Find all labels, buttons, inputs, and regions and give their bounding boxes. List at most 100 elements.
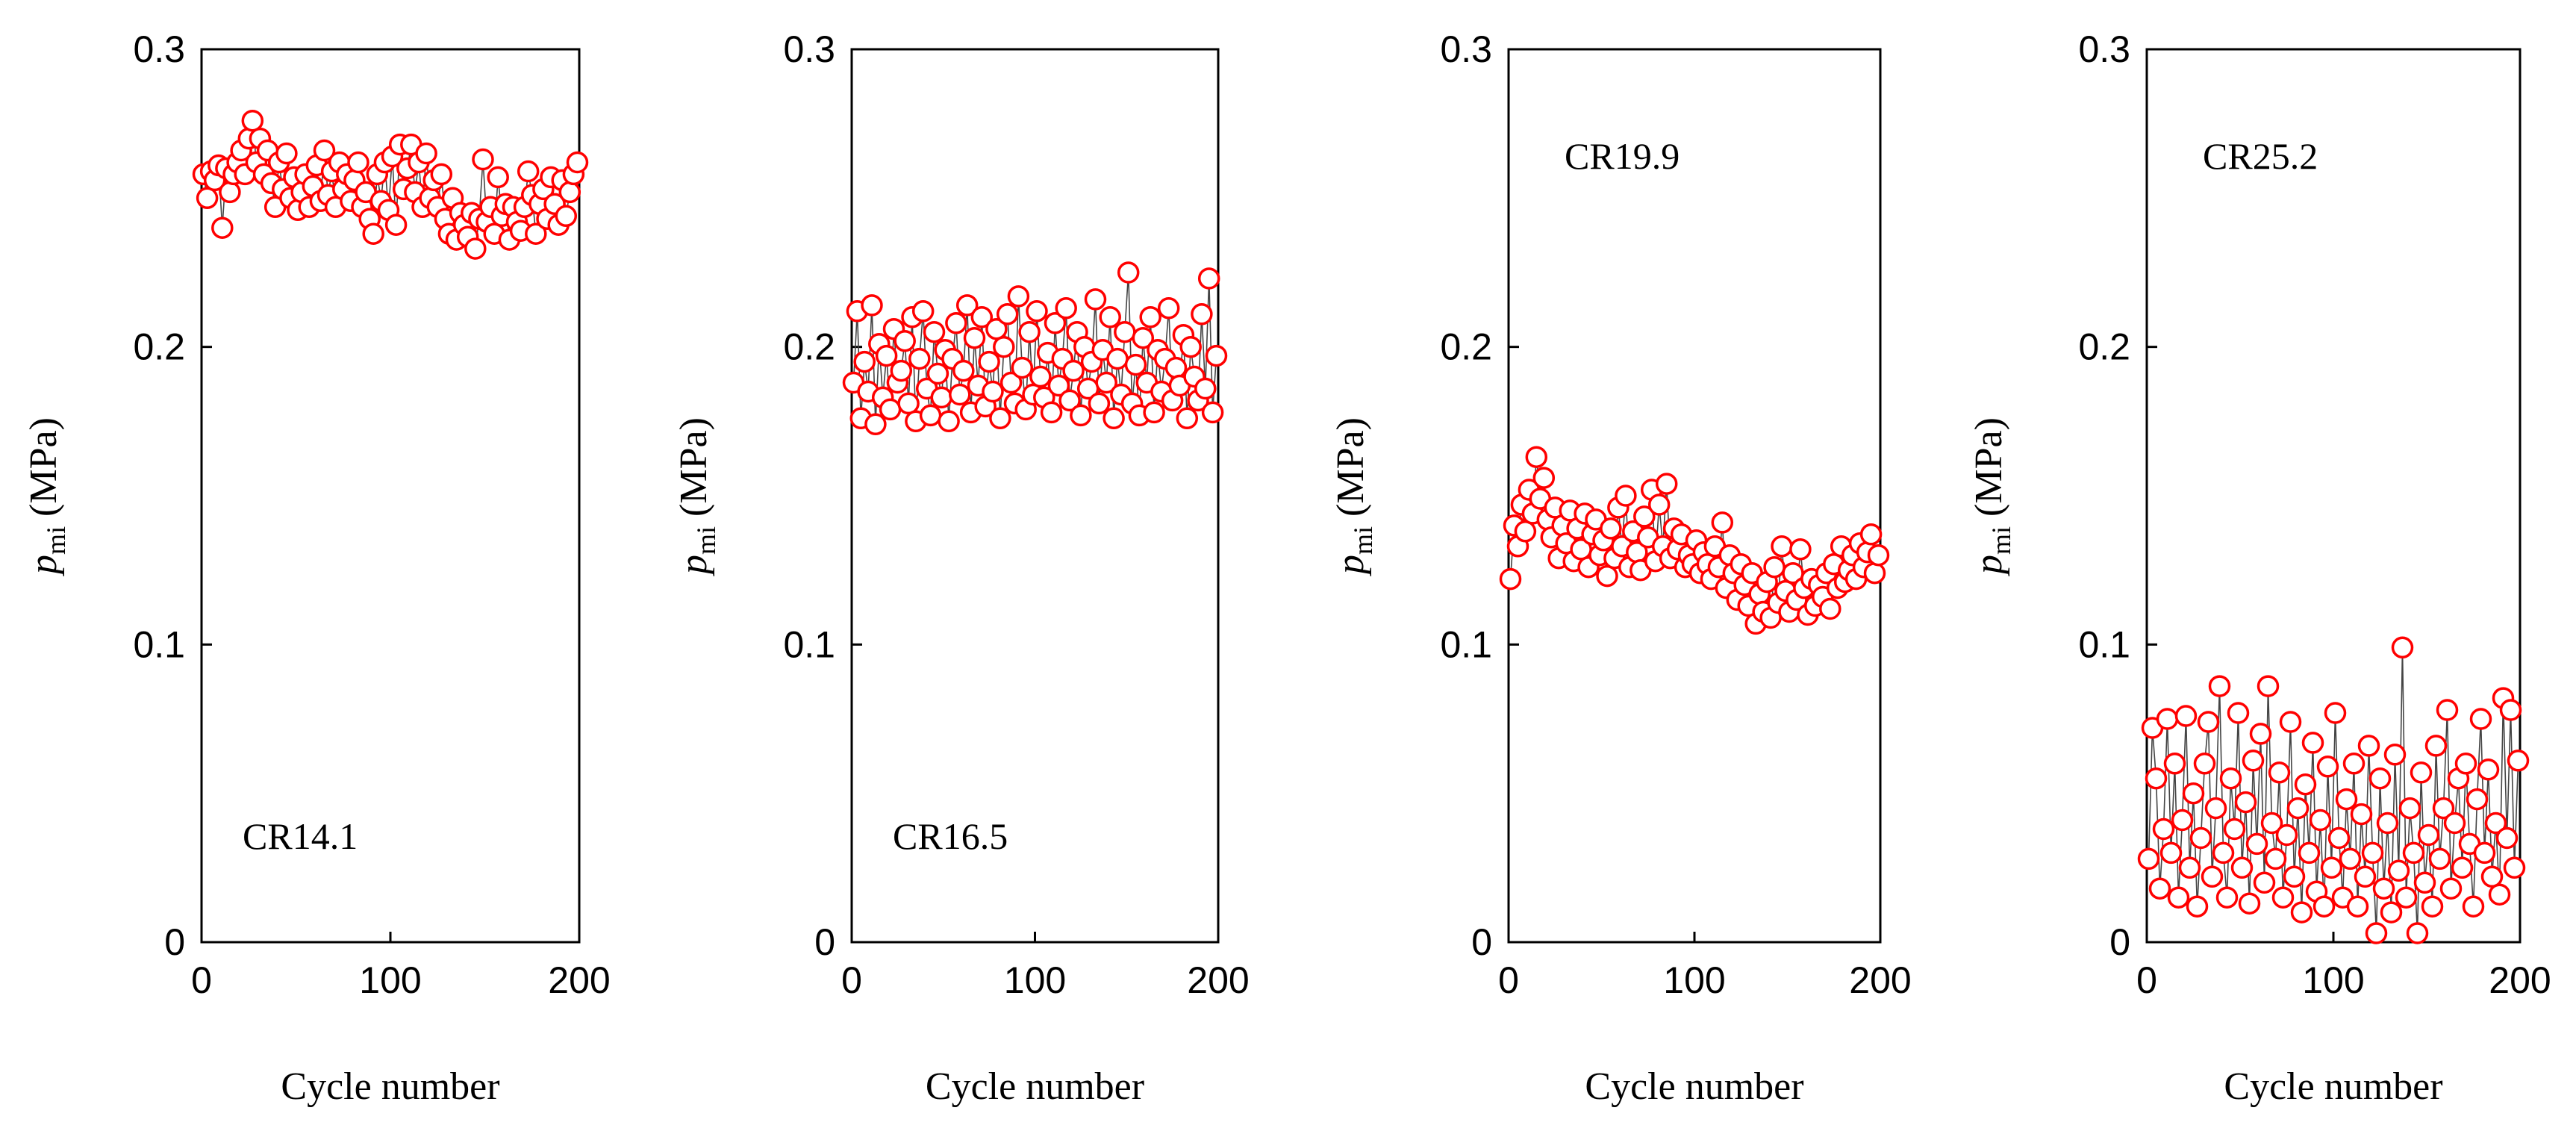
data-point (2316, 756, 2339, 778)
data-point (2361, 841, 2384, 865)
data-point (2197, 711, 2220, 733)
x-axis-label: Cycle number (2224, 1065, 2442, 1108)
y-axis-label: pmi (MPa) (673, 417, 721, 577)
data-point (2283, 865, 2306, 888)
data-point (558, 181, 581, 204)
y-tick-label: 0.3 (783, 28, 835, 70)
x-tick-label: 0 (2136, 959, 2157, 1001)
y-axis-label-symbol: p (22, 555, 65, 577)
data-point (2271, 886, 2295, 909)
data-point (2395, 886, 2418, 909)
y-tick-label: 0.1 (2078, 623, 2130, 665)
data-point (2298, 841, 2321, 865)
data-point (1176, 407, 1199, 430)
data-point (2335, 788, 2358, 811)
data-point (1018, 320, 1041, 343)
data-point (2439, 877, 2463, 900)
data-point (2354, 865, 2377, 888)
data-point (2398, 797, 2421, 820)
data-point (2346, 895, 2369, 918)
data-point (2436, 699, 2459, 721)
data-point (1029, 365, 1052, 388)
x-axis-label: Cycle number (926, 1065, 1144, 1108)
y-tick-label: 0 (814, 921, 835, 963)
data-point (2242, 750, 2265, 772)
data-point (2171, 809, 2194, 832)
data-point (1655, 473, 1678, 495)
x-axis-label: Cycle number (281, 1065, 499, 1108)
data-point (2230, 856, 2254, 879)
data-point (196, 187, 219, 210)
data-point (1139, 306, 1161, 328)
data-point (1596, 564, 1618, 588)
data-point (894, 329, 916, 352)
data-point (1819, 597, 1841, 620)
y-axis-label-subscript: mi (1986, 526, 2016, 555)
series-line (2148, 647, 2519, 934)
data-point (2413, 871, 2436, 894)
data-point (1711, 511, 1734, 534)
data-point (2301, 732, 2324, 754)
y-axis-label-symbol: p (673, 555, 715, 577)
data-point (1514, 520, 1537, 543)
data-point (2286, 797, 2310, 820)
data-point (2424, 735, 2448, 757)
data-point (1789, 538, 1812, 561)
data-point (2249, 723, 2272, 745)
data-point (875, 344, 898, 367)
data-point (2507, 750, 2530, 772)
sample-annotation: CR14.1 (243, 815, 358, 857)
data-point (2137, 847, 2160, 870)
data-point (1047, 374, 1070, 397)
data-point (1647, 493, 1671, 516)
data-point (2167, 886, 2190, 909)
data-point (2275, 823, 2298, 847)
data-point (2387, 859, 2410, 882)
data-point (347, 151, 369, 174)
y-axis-label-symbol: p (1329, 555, 1372, 577)
data-point (897, 392, 920, 415)
y-axis-label-subscript: mi (1348, 526, 1378, 555)
y-tick-label: 0.1 (1440, 623, 1492, 665)
data-point (241, 109, 264, 132)
y-tick-label: 0 (164, 921, 185, 963)
data-point (2159, 841, 2183, 865)
data-point (908, 347, 931, 370)
data-point (993, 335, 1015, 358)
data-point (384, 214, 408, 236)
x-tick-label: 200 (1187, 959, 1249, 1001)
data-point (2421, 895, 2444, 918)
data-point (926, 362, 949, 385)
data-point (487, 166, 509, 189)
data-point (415, 142, 437, 165)
data-point (2257, 675, 2280, 697)
y-tick-label: 0.1 (783, 623, 835, 665)
y-axis-label-subscript: mi (691, 526, 721, 555)
data-point (1106, 347, 1129, 370)
y-tick-label: 0.3 (2078, 28, 2130, 70)
y-tick-label: 0.3 (1440, 28, 1492, 70)
data-point (2294, 773, 2317, 796)
data-point (1205, 344, 1228, 367)
sample-annotation: CR25.2 (2203, 135, 2318, 177)
y-axis-label-unit: (MPa) (1968, 417, 2010, 526)
data-point (2451, 856, 2474, 879)
x-tick-label: 0 (1498, 959, 1519, 1001)
y-tick-label: 0.2 (1440, 326, 1492, 368)
data-point (2466, 788, 2489, 811)
data-point (938, 410, 960, 433)
data-point (2342, 753, 2366, 775)
data-point (1867, 543, 1890, 567)
data-point (1114, 320, 1136, 343)
data-point (1062, 359, 1085, 382)
data-point (2339, 847, 2362, 870)
data-point (1194, 377, 1217, 400)
data-point (2182, 782, 2205, 805)
data-point (2484, 812, 2507, 835)
data-point (1011, 356, 1034, 379)
data-point (2163, 753, 2186, 775)
panel-cr16-5: 0 0.1 0.2 0.3 0 100 200 Cycle number pmi (MPa) CR… (673, 28, 1250, 1108)
data-point (890, 359, 913, 382)
data-point (472, 148, 494, 171)
data-point (1143, 401, 1165, 424)
